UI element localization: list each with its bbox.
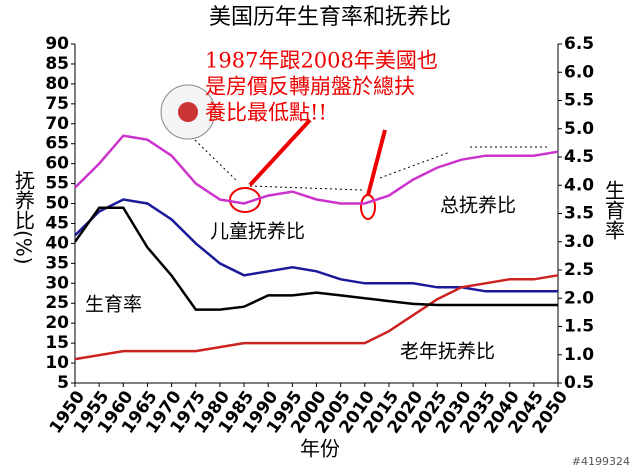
y2-tick-label: 1.0 (564, 345, 594, 365)
y-tick-label: 35 (45, 253, 69, 273)
y2-tick-label: 3.0 (564, 232, 594, 252)
series-line (74, 134, 559, 205)
y-tick-label: 10 (45, 353, 69, 373)
y2-axis-label: 生育率 (602, 180, 626, 240)
series-line (74, 274, 559, 361)
series-label: 生育率 (85, 294, 142, 316)
y2-tick-label: 4.0 (564, 175, 594, 195)
y2-tick-label: 6.5 (564, 34, 594, 54)
y-tick-label: 20 (45, 313, 69, 333)
annotation: 是房價反轉崩盤於總扶 (205, 75, 415, 99)
y2-tick-label: 1.5 (564, 317, 594, 337)
y-tick-label: 65 (45, 134, 69, 154)
y2-tick-label: 2.5 (564, 260, 594, 280)
x-axis-label: 年份 (300, 437, 340, 461)
y2-tick-label: 4.5 (564, 147, 594, 167)
arrow (194, 139, 239, 183)
y-tick-label: 60 (45, 154, 69, 174)
y-tick-label: 75 (45, 94, 69, 114)
y2-tick-label: 5.0 (564, 119, 594, 139)
y-tick-label: 50 (45, 194, 69, 214)
y-tick-label: 55 (45, 174, 69, 194)
y2-tick-label: 2.0 (564, 288, 594, 308)
y2-tick-label: 6.0 (564, 62, 594, 82)
y-tick-label: 40 (45, 233, 69, 253)
y-tick-label: 85 (45, 54, 69, 74)
series-label: 儿童抚养比 (210, 221, 305, 243)
series-label: 总抚养比 (440, 195, 516, 217)
series-line (74, 198, 558, 293)
y-axis-label: 抚养比(%) (12, 170, 36, 265)
annotation: 養比最低點!! (205, 101, 327, 125)
y-tick-label: 25 (45, 293, 69, 313)
y-tick-label: 15 (45, 333, 69, 353)
watermark: #4199324 (572, 455, 630, 468)
arrow (366, 129, 387, 196)
y-tick-label: 45 (45, 213, 69, 233)
ball (160, 84, 216, 140)
arrow (379, 151, 451, 179)
annotation: 1987年跟2008年美國也 (205, 49, 438, 73)
y-tick-label: 70 (45, 114, 69, 134)
y-tick-label: 80 (45, 74, 69, 94)
y2-tick-label: 5.5 (564, 91, 594, 111)
arrow (248, 118, 312, 187)
highlight (360, 194, 376, 220)
series-line (73, 206, 558, 311)
ball-icon-center (178, 102, 198, 122)
series-label: 老年抚养比 (400, 341, 495, 363)
y2-tick-label: 0.5 (564, 373, 594, 393)
chart-title: 美国历年生育率和抚养比 (209, 5, 451, 30)
y-tick-label: 30 (45, 273, 69, 293)
y-tick-label: 5 (57, 373, 69, 393)
y2-tick-label: 3.5 (564, 204, 594, 224)
y-tick-label: 90 (45, 34, 69, 54)
arrow (249, 185, 363, 191)
